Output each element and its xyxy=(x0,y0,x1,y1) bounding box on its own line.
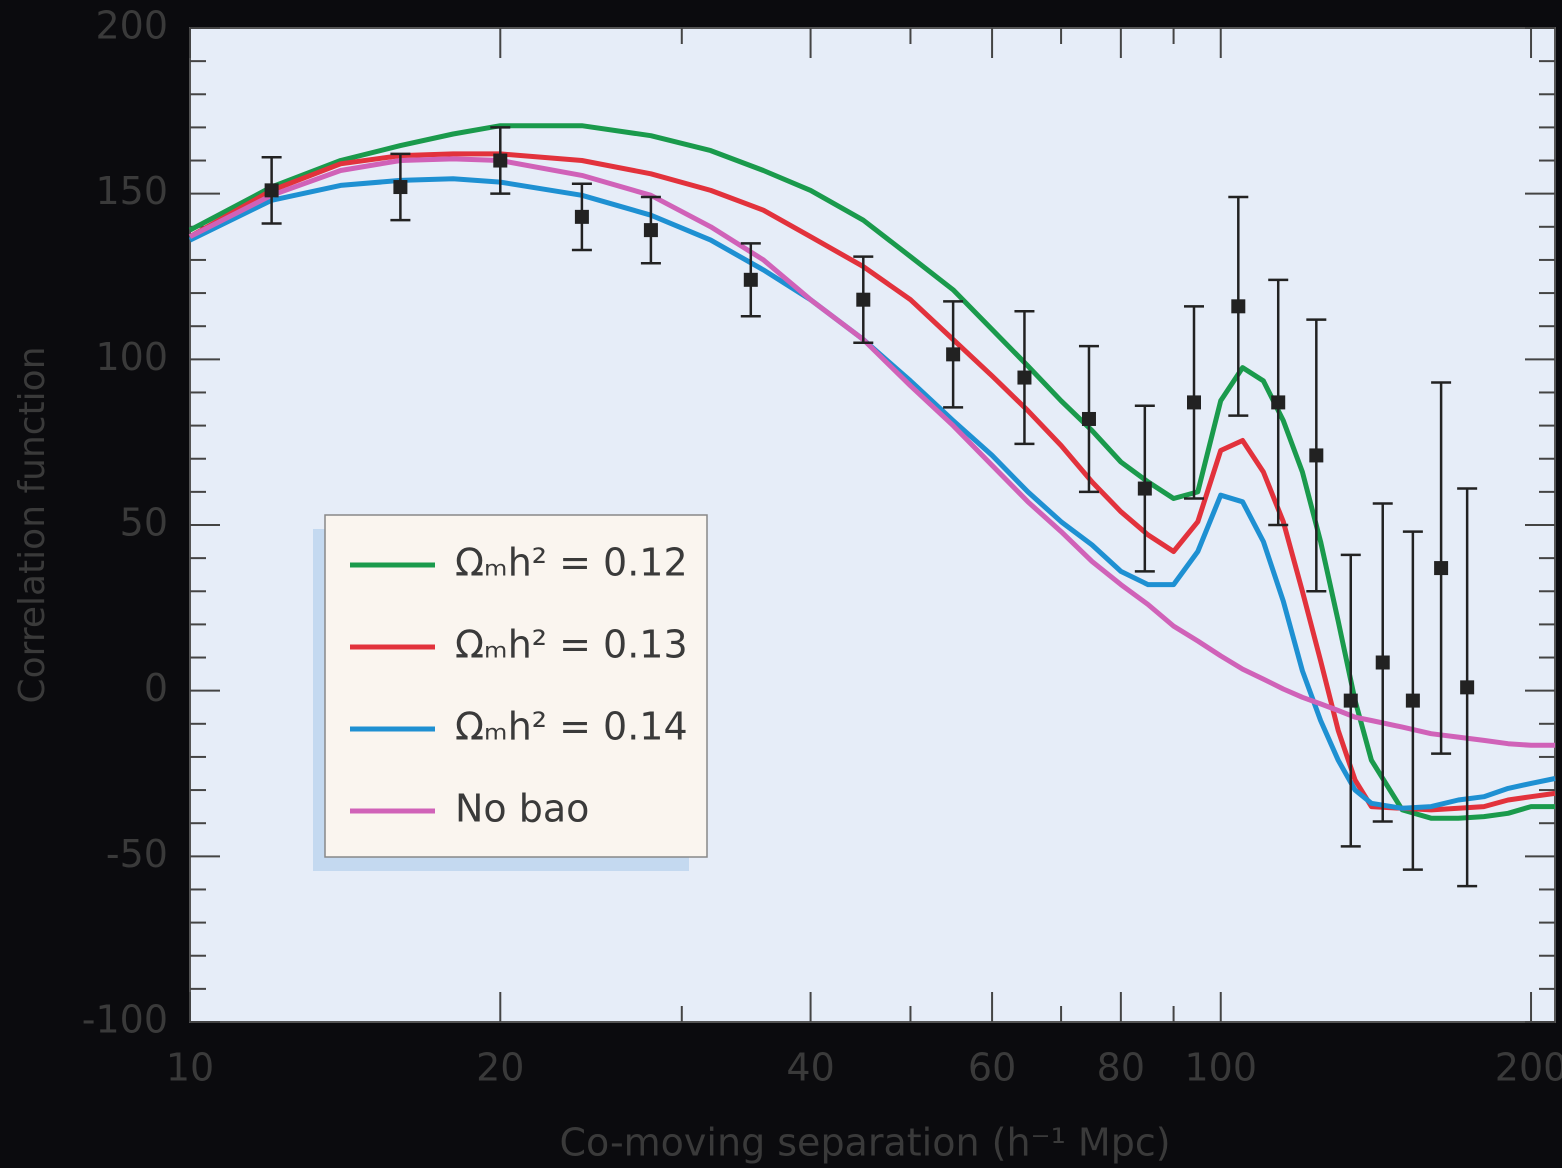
data-point xyxy=(1375,655,1390,670)
data-point xyxy=(743,272,758,287)
data-point xyxy=(574,209,589,224)
y-axis-label: Correlation function xyxy=(12,346,53,703)
data-point xyxy=(393,180,408,195)
y-tick-label: 50 xyxy=(120,501,168,545)
data-point xyxy=(1137,481,1152,496)
y-tick-label: -50 xyxy=(106,832,168,876)
x-tick-label: 60 xyxy=(968,1046,1016,1090)
y-tick-label: 0 xyxy=(144,666,168,710)
axes: -100 -50 0 50 100 150 200 10 20 40 60 80 100 200 xyxy=(82,4,1562,1090)
y-tick-label: 100 xyxy=(95,335,168,379)
data-point xyxy=(1405,693,1420,708)
legend-label: Ωₘh² = 0.14 xyxy=(455,705,688,749)
data-point xyxy=(946,347,961,362)
data-point xyxy=(1017,370,1032,385)
y-tick-label: 200 xyxy=(95,4,168,48)
series-line xyxy=(188,123,1555,821)
data-point xyxy=(1231,299,1246,314)
x-tick-label: 20 xyxy=(476,1046,524,1090)
curves xyxy=(188,123,1556,821)
data-point xyxy=(643,223,658,238)
x-tick-label: 10 xyxy=(166,1046,214,1090)
x-tick-label: 100 xyxy=(1184,1046,1257,1090)
data-point xyxy=(1271,395,1286,410)
legend-label: No bao xyxy=(455,787,589,831)
x-tick-label: 200 xyxy=(1495,1046,1562,1090)
x-tick-label: 80 xyxy=(1097,1046,1145,1090)
series-line xyxy=(188,156,1555,748)
data-point xyxy=(1434,561,1449,576)
legend: Ωₘh² = 0.12 Ωₘh² = 0.13 Ωₘh² = 0.14 No bao xyxy=(313,514,708,871)
y-tick-label: -100 xyxy=(82,998,168,1042)
data-point xyxy=(1081,411,1096,426)
data-point xyxy=(264,183,279,198)
data-point xyxy=(493,153,508,168)
y-tick-label: 150 xyxy=(95,169,168,213)
data-point xyxy=(1186,395,1201,410)
legend-box xyxy=(324,514,708,858)
x-tick-label: 40 xyxy=(786,1046,834,1090)
data-point xyxy=(1343,693,1358,708)
data-point xyxy=(856,292,871,307)
x-axis-label: Co-moving separation (h⁻¹ Mpc) xyxy=(559,1121,1170,1165)
legend-label: Ωₘh² = 0.12 xyxy=(455,541,688,585)
measurements xyxy=(261,126,1478,888)
data-point xyxy=(1460,680,1475,695)
legend-label: Ωₘh² = 0.13 xyxy=(455,623,688,667)
data-point xyxy=(1309,448,1324,463)
series-line xyxy=(188,176,1556,811)
